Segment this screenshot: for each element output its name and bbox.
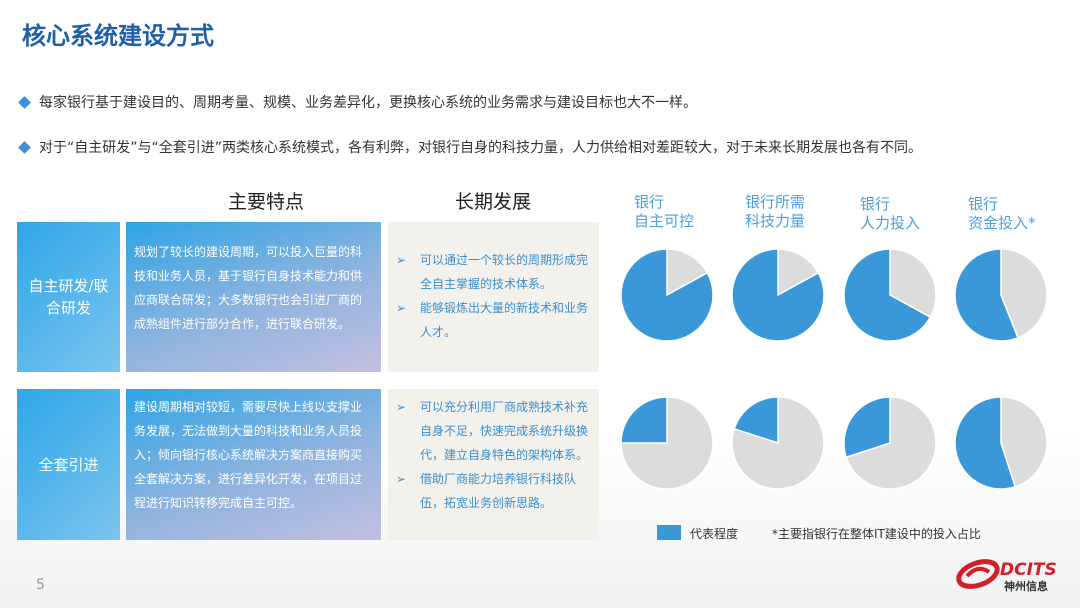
dev-item: ➢ 借助厂商能力培养银行科技队伍，拓宽业务创新思路。 [396, 467, 591, 515]
legend-swatch [657, 525, 681, 540]
arrow-bullet-icon: ➢ [396, 253, 407, 267]
pie-slice-represent [954, 396, 1017, 490]
pie-column-label: 银行 人力投入 [860, 195, 921, 232]
pie-slice-represent [954, 248, 1019, 342]
pie-slice-represent [731, 248, 825, 342]
legend-label: 代表程度 [690, 527, 739, 541]
pie-column-label: 银行 自主可控 [634, 193, 695, 230]
logo-subtext: 神州信息 [1004, 580, 1048, 593]
logo-text: DCITS [1000, 560, 1057, 580]
bullet-item: 每家银行基于建设目的、周期考量、规模、业务差异化，更换核心系统的业务需求与建设目… [18, 92, 697, 112]
pie-slice-represent [620, 396, 668, 444]
pie-slice-rest [666, 248, 709, 297]
development-self-dev: ➢ 可以通过一个较长的周期形成完全自主掌握的技术体系。 ➢ 能够锻炼出大量的新技术和… [388, 222, 599, 372]
pie-slice-represent [620, 248, 714, 342]
footnote: *主要指银行在整体IT建设中的投入占比 [772, 527, 981, 541]
pie-column-label: 银行 资金投入* [968, 195, 1036, 232]
pie-slice-rest [777, 248, 820, 297]
bullet-text: 对于“自主研发”与“全套引进”两类核心系统模式，各有利弊，对银行自身的科技力量，… [39, 140, 923, 156]
page-title: 核心系统建设方式 [22, 22, 214, 50]
bullet-item: 对于“自主研发”与“全套引进”两类核心系统模式，各有利弊，对银行自身的科技力量，… [18, 137, 923, 157]
features-self-dev: 规划了较长的建设周期，可以投入巨量的科技和业务人员，基于银行自身技术能力和供应商… [126, 222, 381, 372]
dev-item: ➢ 能够锻炼出大量的新技术和业务人才。 [396, 296, 591, 344]
dcits-logo-icon [956, 559, 1000, 589]
dev-item: ➢ 可以通过一个较长的周期形成完全自主掌握的技术体系。 [396, 248, 591, 296]
pie-column-label: 银行所需 科技力量 [745, 193, 806, 230]
arrow-bullet-icon: ➢ [396, 472, 407, 486]
header-development: 长期发展 [454, 191, 531, 213]
row-label-self-dev: 自主研发/联合研发 [17, 222, 120, 372]
pie-slice-rest [1000, 248, 1048, 339]
pie-slice-rest [1000, 396, 1048, 488]
features-full-import: 建设周期相对较短，需要尽快上线以支撑业务发展，无法做到大量的科技和业务人员投入；… [126, 389, 381, 540]
page-number: 5 [36, 577, 45, 593]
arrow-bullet-icon: ➢ [396, 400, 407, 414]
pie-slice-represent [843, 248, 932, 342]
pie-slice-represent [733, 396, 779, 445]
row-label-full-import: 全套引进 [17, 389, 120, 540]
development-full-import: ➢ 可以充分利用厂商成熟技术补充自身不足，快速完成系统升级换代，建立自身特色的架构… [388, 389, 599, 540]
pie-slice-rest [845, 396, 937, 490]
dev-item: ➢ 可以充分利用厂商成熟技术补充自身不足，快速完成系统升级换代，建立自身特色的架构… [396, 395, 591, 467]
header-features: 主要特点 [227, 191, 304, 213]
pie-slice-represent [843, 396, 891, 459]
bullet-text: 每家银行基于建设目的、周期考量、规模、业务差异化，更换核心系统的业务需求与建设目… [39, 95, 697, 111]
arrow-bullet-icon: ➢ [396, 301, 407, 315]
pie-slice-rest [889, 248, 937, 319]
